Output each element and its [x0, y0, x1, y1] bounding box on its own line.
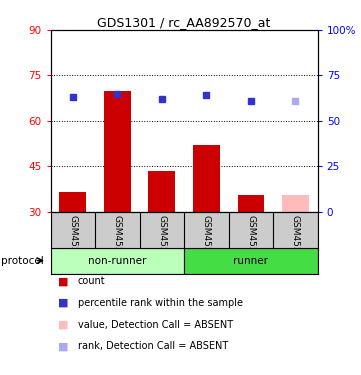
- Text: GSM45537: GSM45537: [113, 215, 122, 264]
- Text: GSM45538: GSM45538: [157, 215, 166, 264]
- Text: protocol: protocol: [1, 256, 43, 266]
- Text: ■: ■: [58, 298, 68, 308]
- Bar: [148, 171, 175, 212]
- Text: rank, Detection Call = ABSENT: rank, Detection Call = ABSENT: [78, 342, 228, 351]
- Text: value, Detection Call = ABSENT: value, Detection Call = ABSENT: [78, 320, 233, 330]
- Text: ■: ■: [58, 342, 68, 351]
- Text: non-runner: non-runner: [88, 256, 147, 266]
- Text: GSM45536: GSM45536: [68, 215, 77, 264]
- Text: runner: runner: [234, 256, 268, 266]
- Text: GSM45541: GSM45541: [291, 215, 300, 264]
- Text: count: count: [78, 276, 105, 286]
- Bar: [51, 248, 184, 274]
- Bar: [184, 248, 318, 274]
- Text: GSM45539: GSM45539: [202, 215, 211, 264]
- Title: GDS1301 / rc_AA892570_at: GDS1301 / rc_AA892570_at: [97, 16, 271, 29]
- Bar: [193, 145, 220, 212]
- Text: GSM45540: GSM45540: [247, 215, 255, 264]
- Bar: [238, 195, 264, 212]
- Text: ■: ■: [58, 320, 68, 330]
- Bar: [60, 192, 86, 212]
- Text: percentile rank within the sample: percentile rank within the sample: [78, 298, 243, 308]
- Bar: [282, 195, 309, 212]
- Text: ■: ■: [58, 276, 68, 286]
- Bar: [104, 91, 131, 212]
